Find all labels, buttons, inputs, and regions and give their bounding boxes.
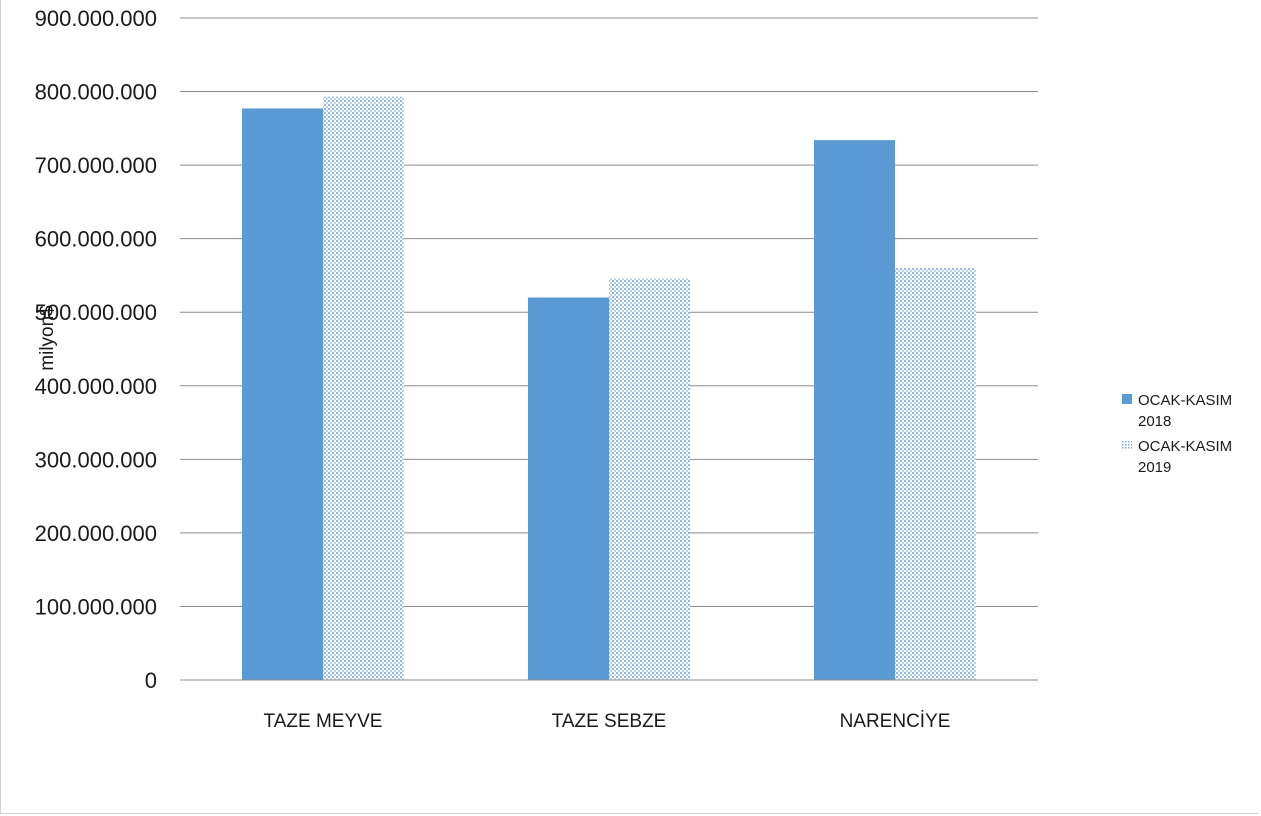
legend-swatch: [1122, 394, 1132, 404]
y-tick-label: 700.000.000: [35, 153, 157, 178]
legend-label: 2018: [1138, 413, 1171, 430]
y-tick-label: 0: [145, 668, 157, 693]
y-tick-label: 200.000.000: [35, 521, 157, 546]
legend-swatch: [1122, 440, 1132, 450]
bar-2018-0: [242, 108, 323, 681]
y-tick-label: 800.000.000: [35, 80, 157, 105]
legend: OCAK-KASIM 2018 OCAK-KASIM 2019: [1122, 392, 1232, 476]
legend-label: OCAK-KASIM: [1138, 392, 1232, 409]
legend-label: 2019: [1138, 459, 1171, 476]
y-tick-label: 100.000.000: [35, 594, 157, 619]
x-category-label: TAZE MEYVE: [264, 711, 383, 732]
bar-2018-2: [814, 140, 895, 680]
bar-2019-0: [323, 96, 404, 680]
bars: [242, 96, 976, 681]
bar-2019-2: [895, 268, 976, 680]
bar-2018-1: [528, 297, 609, 680]
y-axis-tick-labels: 0 100.000.000 200.000.000 300.000.000 400.00…: [35, 6, 157, 693]
y-tick-label: 400.000.000: [35, 374, 157, 399]
legend-label: OCAK-KASIM: [1138, 438, 1232, 455]
y-tick-label: 300.000.000: [35, 447, 157, 472]
x-category-label: NARENCİYE: [840, 711, 951, 732]
y-axis-title: milyon$: [37, 305, 58, 371]
x-category-label: TAZE SEBZE: [552, 711, 667, 732]
x-axis-category-labels: TAZE MEYVE TAZE SEBZE NARENCİYE: [264, 711, 951, 732]
y-tick-label: 500.000.000: [35, 300, 157, 325]
y-tick-label: 900.000.000: [35, 6, 157, 31]
y-tick-label: 600.000.000: [35, 227, 157, 252]
bar-2019-1: [609, 278, 690, 680]
